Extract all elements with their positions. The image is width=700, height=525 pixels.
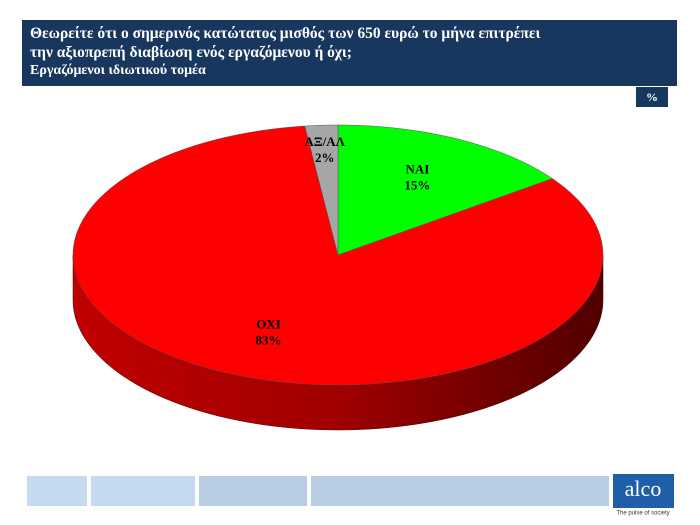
value-label: 15% xyxy=(404,178,430,193)
footer-block xyxy=(199,476,307,506)
slice-label: ΟΧΙ xyxy=(256,317,281,332)
unit-badge: % xyxy=(636,87,668,107)
tagline: The pulse of society xyxy=(616,511,669,517)
footer-block xyxy=(91,476,195,506)
header: Θεωρείτε ότι ο σημερινός κατώτατος μισθό… xyxy=(22,20,677,86)
logo-box xyxy=(613,474,674,508)
chart-title: Θεωρείτε ότι ο σημερινός κατώτατος μισθό… xyxy=(30,25,541,61)
chart-subtitle: Εργαζόμενοι ιδιωτικού τομέα xyxy=(30,63,206,78)
value-label: 83% xyxy=(256,333,282,348)
slice xyxy=(337,124,553,256)
slice-label: ΑΞ/ΑΛ xyxy=(304,134,345,149)
slice xyxy=(72,125,604,386)
footer-block xyxy=(27,476,87,506)
logo: alco xyxy=(625,476,662,501)
footer-block xyxy=(311,476,609,506)
slice-label: ΝΑΙ xyxy=(405,162,429,177)
value-label: 2% xyxy=(315,150,335,165)
slice xyxy=(304,124,339,256)
